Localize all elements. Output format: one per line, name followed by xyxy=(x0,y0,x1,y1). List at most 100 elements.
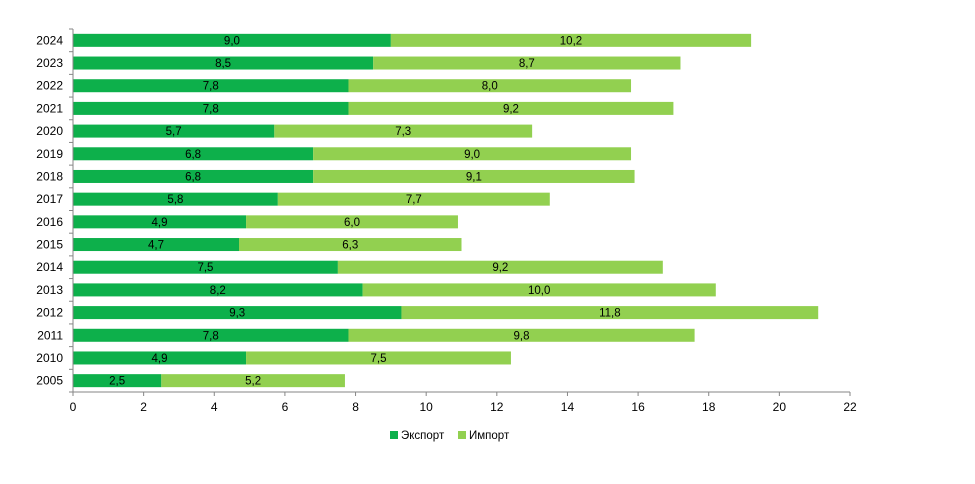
bar-import-2011 xyxy=(348,328,695,342)
x-tick-label-8: 8 xyxy=(352,400,359,414)
data-label-import-2013: 10,0 xyxy=(528,285,550,297)
bar-import-2015 xyxy=(238,238,462,252)
bars-layer xyxy=(73,33,819,388)
data-label-export-2024: 9,0 xyxy=(224,35,240,47)
bar-export-2012 xyxy=(73,306,402,320)
bar-import-2017 xyxy=(277,192,550,206)
data-label-export-2020: 5,7 xyxy=(166,126,182,138)
x-tick-label-6: 6 xyxy=(282,400,289,414)
data-label-import-2014: 9,2 xyxy=(492,262,508,274)
bar-export-2020 xyxy=(73,124,275,138)
data-label-import-2019: 9,0 xyxy=(464,149,480,161)
y-tick-label-2018: 2018 xyxy=(36,169,63,183)
y-tick-label-2020: 2020 xyxy=(36,124,63,138)
bar-import-2021 xyxy=(348,101,674,115)
y-tick-label-2016: 2016 xyxy=(36,215,63,229)
data-label-export-2012: 9,3 xyxy=(229,308,245,320)
bar-export-2010 xyxy=(73,351,247,365)
x-tick-label-18: 18 xyxy=(702,400,716,414)
x-tick-label-0: 0 xyxy=(70,400,77,414)
bar-import-2010 xyxy=(246,351,511,365)
data-label-export-2010: 4,9 xyxy=(152,353,168,365)
data-label-export-2022: 7,8 xyxy=(203,81,219,93)
x-tick-label-12: 12 xyxy=(490,400,504,414)
x-tick-label-10: 10 xyxy=(420,400,434,414)
y-tick-label-2023: 2023 xyxy=(36,56,63,70)
bar-import-2024 xyxy=(390,33,752,47)
data-label-export-2023: 8,5 xyxy=(215,58,231,70)
data-label-import-2015: 6,3 xyxy=(342,240,358,252)
bar-import-2022 xyxy=(348,79,632,93)
bar-export-2014 xyxy=(73,260,338,274)
x-tick-label-22: 22 xyxy=(843,400,857,414)
y-tick-label-2017: 2017 xyxy=(36,192,63,206)
y-tick-label-2010: 2010 xyxy=(36,351,63,365)
x-tick-label-14: 14 xyxy=(561,400,575,414)
data-label-export-2013: 8,2 xyxy=(210,285,226,297)
data-label-import-2021: 9,2 xyxy=(503,103,519,115)
y-tick-label-2011: 2011 xyxy=(37,328,63,342)
data-label-import-2017: 7,7 xyxy=(406,194,422,206)
data-label-import-2011: 9,8 xyxy=(514,330,530,342)
bar-import-2018 xyxy=(313,169,635,183)
y-tick-label-2012: 2012 xyxy=(36,306,63,320)
data-label-export-2011: 7,8 xyxy=(203,330,219,342)
bar-import-2020 xyxy=(274,124,533,138)
bar-export-2019 xyxy=(73,147,314,161)
bar-export-2018 xyxy=(73,169,314,183)
data-label-export-2018: 6,8 xyxy=(185,171,201,183)
legend-swatch-export xyxy=(390,431,398,439)
x-tick-label-16: 16 xyxy=(631,400,645,414)
bar-export-2023 xyxy=(73,56,374,70)
x-tick-label-20: 20 xyxy=(773,400,787,414)
bar-import-2005 xyxy=(161,374,345,388)
y-tick-label-2014: 2014 xyxy=(36,260,63,274)
y-tick-label-2024: 2024 xyxy=(36,33,63,47)
y-tick-label-2019: 2019 xyxy=(36,147,63,161)
bar-import-2016 xyxy=(246,215,458,229)
data-label-import-2022: 8,0 xyxy=(482,81,498,93)
bar-export-2005 xyxy=(73,374,162,388)
bar-import-2012 xyxy=(401,306,819,320)
bar-export-2017 xyxy=(73,192,278,206)
data-label-import-2018: 9,1 xyxy=(466,171,482,183)
bar-export-2016 xyxy=(73,215,247,229)
legend-swatch-import xyxy=(458,431,466,439)
data-label-export-2005: 2,5 xyxy=(109,376,125,388)
bar-export-2024 xyxy=(73,33,391,47)
axes: 2024202320222021202020192018201720162015… xyxy=(36,28,857,414)
x-tick-label-4: 4 xyxy=(211,400,218,414)
bar-export-2022 xyxy=(73,79,349,93)
legend-label-export: Экспорт xyxy=(401,430,445,442)
bar-export-2013 xyxy=(73,283,363,297)
data-label-import-2005: 5,2 xyxy=(245,376,261,388)
legend-label-import: Импорт xyxy=(469,430,510,442)
data-label-import-2016: 6,0 xyxy=(344,217,360,229)
y-tick-label-2021: 2021 xyxy=(36,101,63,115)
data-label-export-2015: 4,7 xyxy=(148,240,164,252)
bar-import-2019 xyxy=(313,147,632,161)
data-label-import-2020: 7,3 xyxy=(395,126,411,138)
data-label-import-2024: 10,2 xyxy=(560,35,582,47)
data-label-export-2016: 4,9 xyxy=(152,217,168,229)
bar-export-2021 xyxy=(73,101,349,115)
data-label-import-2023: 8,7 xyxy=(519,58,535,70)
bar-import-2023 xyxy=(373,56,681,70)
y-tick-label-2005: 2005 xyxy=(36,374,63,388)
data-label-export-2019: 6,8 xyxy=(185,149,201,161)
data-label-export-2017: 5,8 xyxy=(167,194,183,206)
bar-export-2011 xyxy=(73,328,349,342)
data-label-import-2010: 7,5 xyxy=(371,353,387,365)
data-label-export-2021: 7,8 xyxy=(203,103,219,115)
legend: Экспорт Импорт xyxy=(390,430,510,442)
bar-import-2014 xyxy=(337,260,663,274)
y-tick-label-2013: 2013 xyxy=(36,283,63,297)
y-tick-label-2022: 2022 xyxy=(36,79,63,93)
data-label-export-2014: 7,5 xyxy=(197,262,213,274)
y-tick-label-2015: 2015 xyxy=(36,238,63,252)
data-label-import-2012: 11,8 xyxy=(599,308,621,320)
data-labels: 9,0 10,2 8,5 8,7 7,8 8,0 7,8 9,2 5,7 7,3 6,8 9,0 6,8… xyxy=(109,35,620,387)
bar-export-2015 xyxy=(73,238,239,252)
